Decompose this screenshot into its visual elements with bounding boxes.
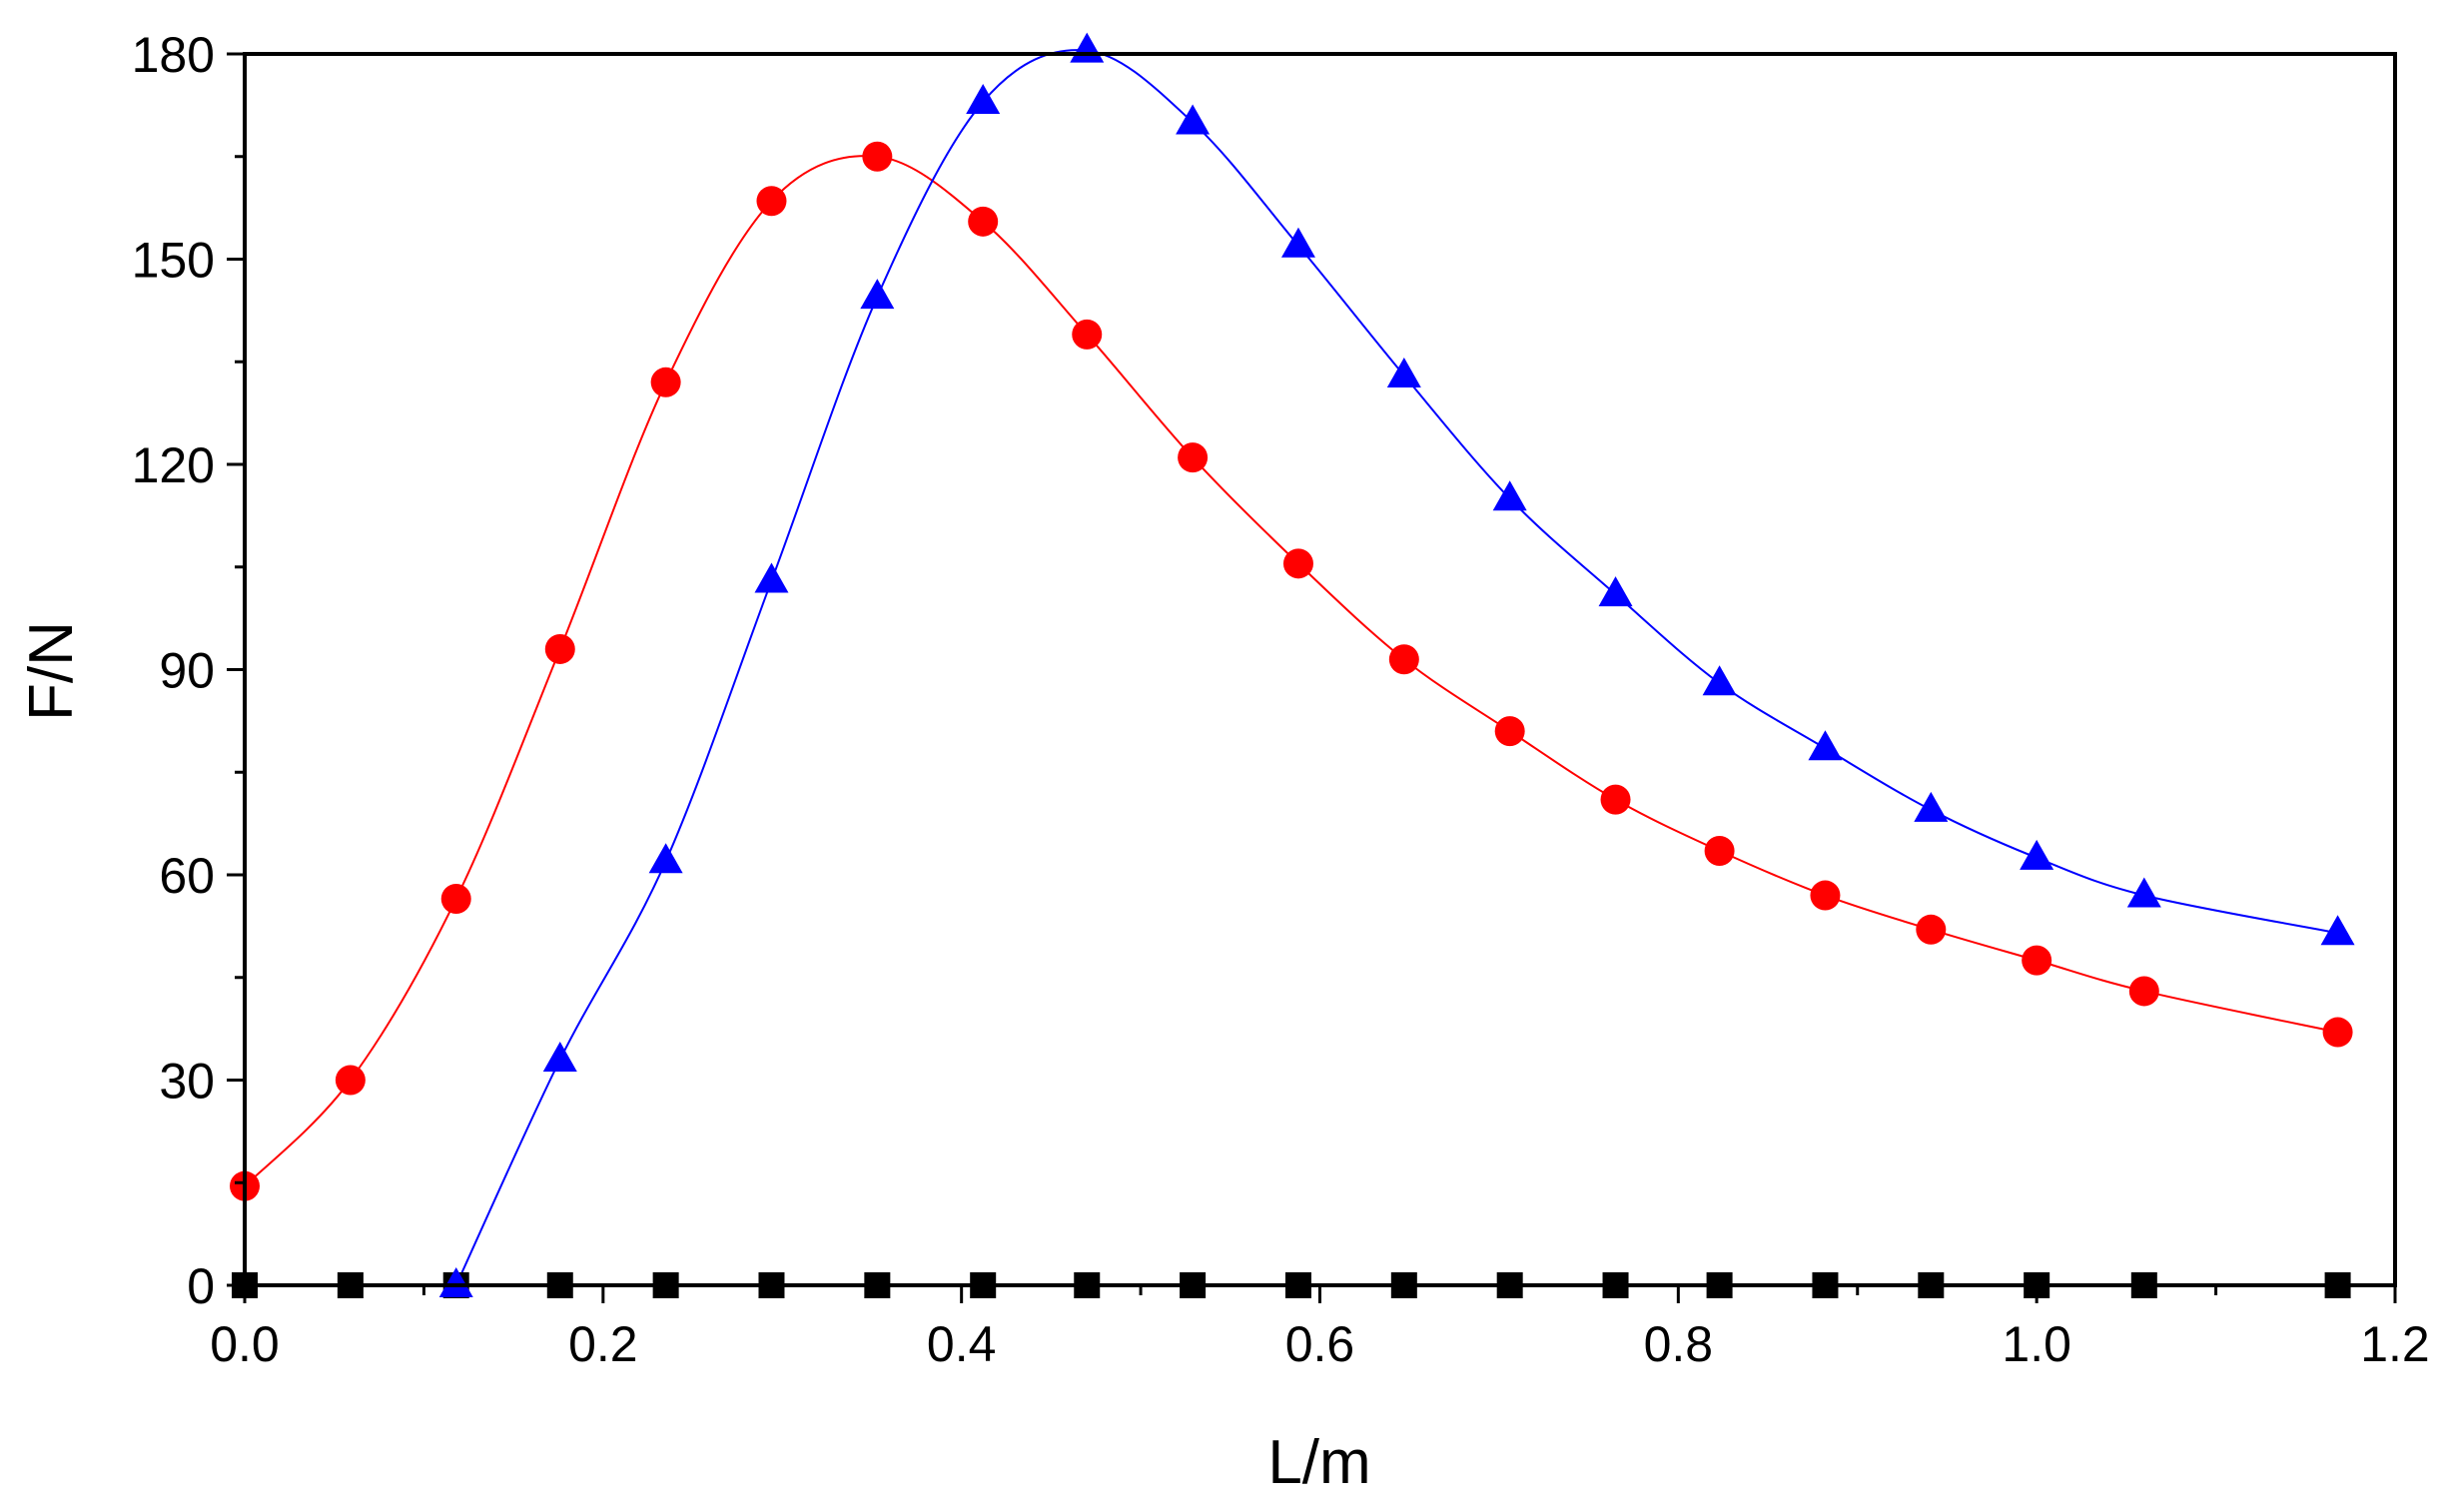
data-point-red [1494,716,1525,747]
y-tick-label: 30 [159,1054,215,1110]
data-point-blue [1492,480,1527,511]
series-curves [244,49,2338,1286]
data-point-blue [542,1041,577,1072]
data-point-blue [648,843,683,874]
data-point-blue [1386,357,1421,387]
x-axis-title: L/m [1267,1428,1370,1497]
data-point-blue [438,1267,473,1297]
axis-ticks [227,52,2397,1303]
data-point-red [1704,836,1735,867]
x-tick-label: 1.0 [2002,1316,2071,1372]
x-tick-label: 0.8 [1644,1316,1714,1372]
data-point-red [1600,784,1631,815]
data-point-red [440,883,471,914]
data-point-red [2128,976,2159,1007]
y-tick-label: 90 [159,643,215,699]
data-point-red [862,141,893,172]
y-tick-label: 60 [159,848,215,904]
data-point-red [1810,880,1841,911]
data-point-red [1072,319,1103,350]
data-point-blue [2020,839,2054,870]
data-point-red [1282,548,1313,579]
y-tick-label: 180 [132,27,215,83]
y-tick-label: 120 [132,437,215,493]
x-tick-label: 0.0 [210,1316,280,1372]
data-point-blue [2320,915,2355,946]
data-point-blue [1914,791,1949,822]
data-point-red [1916,914,1947,945]
data-point-red [2322,1017,2353,1048]
tick-labels: 0.0 0.2 0.4 0.6 0.8 1.0 1.2 0 30 60 90 120 150 180 [132,27,2430,1372]
series-markers [230,32,2355,1298]
x-tick-label: 1.2 [2360,1316,2430,1372]
data-point-blue [1176,104,1211,135]
x-tick-label: 0.2 [568,1316,638,1372]
data-point-blue [966,83,1001,114]
data-point-blue [1702,665,1737,696]
data-point-blue [754,562,789,593]
data-point-red [1388,644,1419,675]
x-tick-label: 0.4 [927,1316,997,1372]
plot-frame [243,52,2397,1287]
data-point-red [650,367,681,397]
y-axis-title: F/N [17,621,86,721]
data-point-blue [1280,227,1315,258]
y-tick-label: 0 [187,1258,215,1314]
data-point-blue [1598,576,1633,607]
series-line-red [244,155,2338,1187]
data-point-red [544,633,575,664]
data-point-blue [1808,730,1843,761]
data-point-blue [1070,32,1105,63]
y-tick-label: 150 [132,233,215,289]
data-point-red [968,206,999,237]
data-point-red [756,186,787,217]
data-point-red [1178,442,1209,473]
x-tick-label: 0.6 [1285,1316,1355,1372]
data-point-blue [860,279,895,310]
data-point-blue [2126,877,2161,908]
data-point-red [335,1065,366,1096]
data-point-red [2022,945,2052,976]
